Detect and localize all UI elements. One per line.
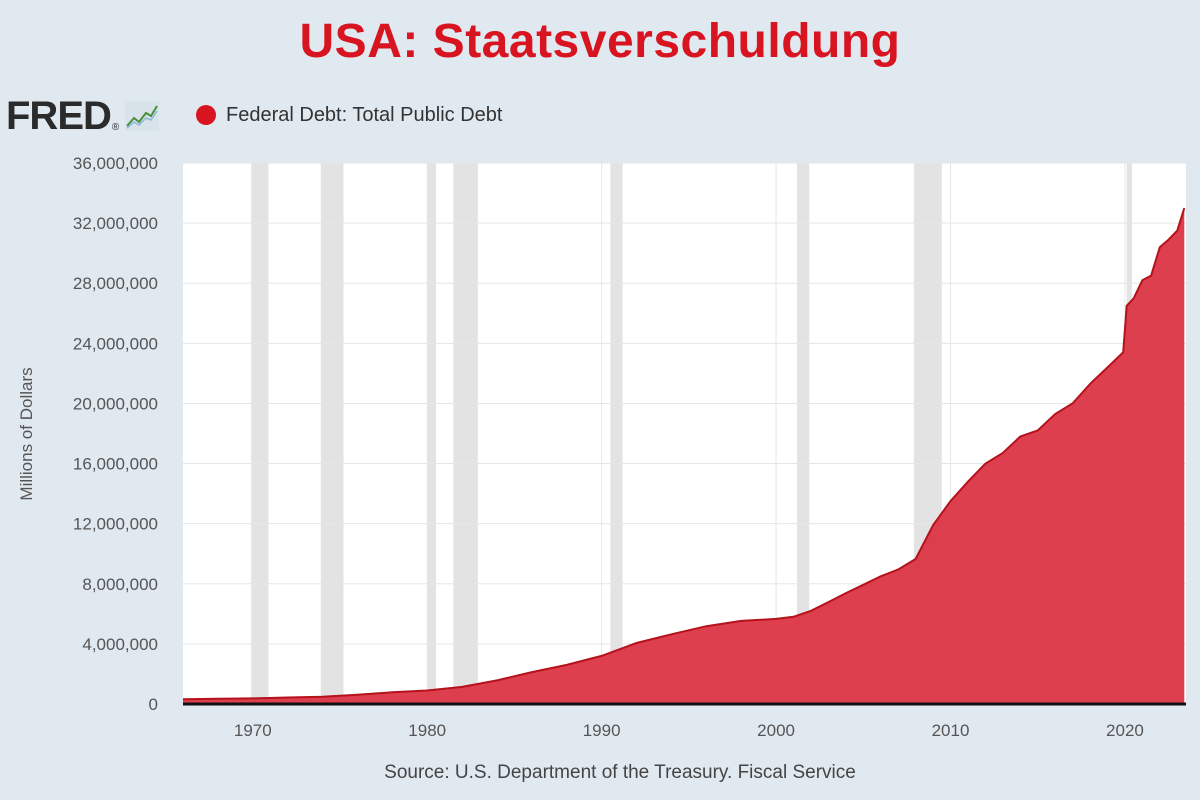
fred-logo-wordmark: FRED	[6, 94, 112, 138]
series-line	[182, 207, 1186, 701]
recession-band	[251, 163, 269, 704]
y-tick-label: 24,000,000	[73, 334, 158, 353]
y-tick-label: 16,000,000	[73, 455, 158, 474]
y-axis-label: Millions of Dollars	[17, 367, 36, 500]
legend-series-label: Federal Debt: Total Public Debt	[226, 103, 503, 126]
page-title: USA: Staatsverschuldung	[299, 15, 901, 68]
y-tick-label: 0	[149, 695, 158, 714]
recession-band	[610, 163, 623, 704]
y-tick-label: 32,000,000	[73, 214, 158, 233]
fred-chart-icon	[125, 101, 160, 131]
chart-legend: Federal Debt: Total Public Debt	[196, 102, 502, 128]
y-axis-ticks: 0 4,000,000 8,000,000 12,000,000 16,000,000 2…	[73, 154, 158, 714]
x-tick-label: 2000	[757, 721, 795, 740]
y-tick-label: 4,000,000	[82, 635, 158, 654]
source-note: Source: U.S. Department of the Treasury.…	[384, 762, 856, 783]
legend-circle-marker	[196, 105, 216, 125]
y-tick-label: 12,000,000	[73, 515, 158, 534]
x-tick-label: 2010	[932, 721, 970, 740]
y-tick-label: 8,000,000	[82, 575, 158, 594]
x-tick-label: 1980	[408, 721, 446, 740]
x-axis-ticks: 1970 1980 1990 2000 2010 2020	[234, 721, 1144, 740]
x-tick-label: 1970	[234, 721, 272, 740]
fred-logo-registered-mark: ®	[111, 121, 120, 133]
recession-band	[453, 163, 478, 704]
series-area-fill	[183, 208, 1185, 704]
recession-band	[427, 163, 436, 704]
recession-band	[797, 163, 810, 704]
x-tick-label: 2020	[1106, 721, 1144, 740]
y-tick-label: 20,000,000	[73, 394, 158, 413]
recession-band	[320, 163, 344, 704]
y-tick-label: 28,000,000	[73, 274, 158, 293]
x-tick-label: 1990	[583, 721, 621, 740]
fred-logo[interactable]: FRED ®	[6, 94, 160, 138]
y-tick-label: 36,000,000	[73, 154, 158, 173]
